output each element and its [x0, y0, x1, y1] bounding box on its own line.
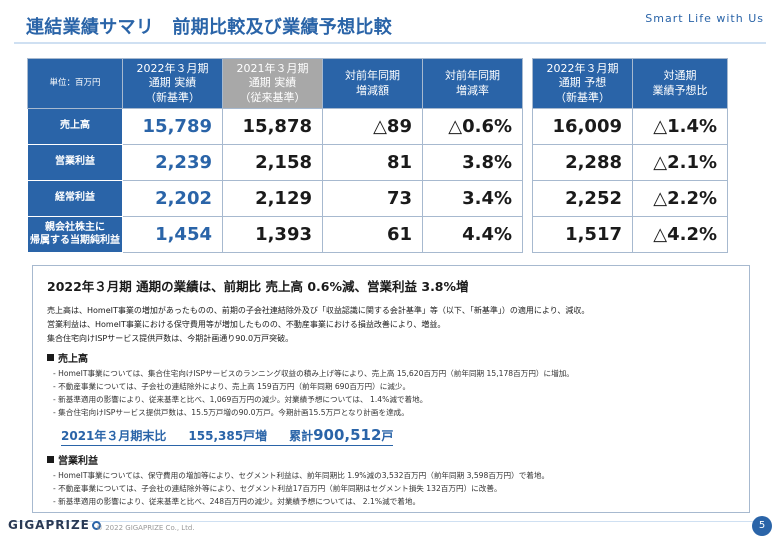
intro-line: 集合住宅向けISPサービス提供戸数は、今期計画通り90.0万戸突破。	[47, 334, 294, 343]
company-tagline: Smart Life with Us	[645, 12, 764, 25]
table-cell: 61	[322, 216, 423, 253]
table-cell: △4.2%	[632, 216, 728, 253]
operating-profit-section-heading: 営業利益	[47, 452, 735, 467]
row-label-ordinary-profit: 経常利益	[27, 180, 123, 217]
column-header-yoy-change: 対前年同期 増減額	[322, 58, 423, 109]
sales-heading-text: 売上高	[58, 354, 88, 365]
table-cell: 2,129	[222, 180, 323, 217]
column-gap	[522, 108, 533, 145]
company-logo: GIGAPRIZE	[8, 518, 101, 532]
table-cell: 2,288	[532, 144, 633, 181]
square-bullet-icon	[47, 354, 54, 361]
table-cell: △0.6%	[422, 108, 523, 145]
highlight-total-label: 累計	[289, 429, 314, 444]
operating-profit-heading-text: 営業利益	[58, 456, 98, 468]
sales-section-heading: 売上高	[47, 350, 735, 365]
table-cell: 1,393	[222, 216, 323, 253]
table-cell: 3.4%	[422, 180, 523, 217]
table-cell: 81	[322, 144, 423, 181]
unit-label: 単位：百万円	[27, 58, 123, 109]
table-cell: 1,454	[122, 216, 223, 253]
column-header-fy2021-actual: 2021年３月期 通期 実績 （従来基準）	[222, 58, 323, 109]
commentary-intro: 売上高は、HomeIT事業の増加があったものの、前期の子会社連結除外及び「収益認…	[47, 304, 735, 346]
highlight-increase: 155,385戸増	[188, 429, 268, 444]
table-cell: 73	[322, 180, 423, 217]
intro-line: 売上高は、HomeIT事業の増加があったものの、前期の子会社連結除外及び「収益認…	[47, 306, 590, 315]
footer-divider	[14, 521, 766, 522]
highlight-total-value: 900,512	[313, 426, 382, 445]
table-cell: 2,252	[532, 180, 633, 217]
row-label-net-income: 親会社株主に 帰属する当期純利益	[27, 216, 123, 253]
table-row: 営業利益 2,239 2,158 81 3.8% 2,288 △2.1%	[27, 144, 728, 181]
table-cell: 3.8%	[422, 144, 523, 181]
highlight-total-unit: 戸	[381, 429, 394, 444]
logo-ring-icon	[91, 521, 101, 530]
sales-bullet-list: HomeIT事業については、集合住宅向けISPサービスのランニング収益の積み上げ…	[47, 367, 735, 419]
performance-table: 単位：百万円 2022年３月期 通期 実績 （新基準） 2021年３月期 通期 …	[27, 58, 728, 253]
column-gap	[522, 216, 533, 253]
column-header-yoy-rate: 対前年同期 増減率	[422, 58, 523, 109]
subscriber-highlight: 2021年３月期末比 155,385戸増 累計900,512戸	[61, 425, 394, 447]
table-cell: △1.4%	[632, 108, 728, 145]
column-gap	[522, 180, 533, 217]
row-label-operating-profit: 営業利益	[27, 144, 123, 181]
table-cell: 2,239	[122, 144, 223, 181]
column-gap	[522, 144, 533, 181]
table-cell: 2,158	[222, 144, 323, 181]
table-cell: △89	[322, 108, 423, 145]
commentary-headline: 2022年３月期 通期の業績は、前期比 売上高 0.6%減、営業利益 3.8%増	[47, 279, 469, 294]
operating-profit-bullet-list: HomeIT事業については、保守費用の増加等により、セグメント利益は、前年同期比…	[47, 469, 735, 508]
highlight-period: 2021年３月期末比	[61, 429, 167, 444]
table-row: 売上高 15,789 15,878 △89 △0.6% 16,009 △1.4%	[27, 108, 728, 145]
list-item: HomeIT事業については、保守費用の増加等により、セグメント利益は、前年同期比…	[53, 469, 735, 482]
commentary-panel: 2022年３月期 通期の業績は、前期比 売上高 0.6%減、営業利益 3.8%増…	[32, 265, 750, 513]
column-header-fy2022-actual: 2022年３月期 通期 実績 （新基準）	[122, 58, 223, 109]
list-item: 新基準適用の影響により、従来基準と比べ、248百万円の減少。対業績予想については…	[53, 495, 735, 508]
table-cell: △2.2%	[632, 180, 728, 217]
page-number: 5	[752, 516, 772, 536]
table-cell: 4.4%	[422, 216, 523, 253]
column-gap	[522, 58, 533, 109]
table-row: 経常利益 2,202 2,129 73 3.4% 2,252 △2.2%	[27, 180, 728, 217]
list-item: 集合住宅向けISPサービス提供戸数は、15.5万戸増の90.0万戸。今期計画15…	[53, 406, 735, 419]
table-cell: 15,789	[122, 108, 223, 145]
title-divider	[14, 42, 766, 44]
column-header-vs-forecast: 対通期 業績予想比	[632, 58, 728, 109]
table-cell: 1,517	[532, 216, 633, 253]
list-item: HomeIT事業については、集合住宅向けISPサービスのランニング収益の積み上げ…	[53, 367, 735, 380]
page-title: 連結業績サマリ 前期比較及び業績予想比較	[26, 17, 392, 38]
table-cell: 2,202	[122, 180, 223, 217]
list-item: 不動産事業については、子会社の連結除外等により、セグメント利益17百万円（前年同…	[53, 482, 735, 495]
table-row: 親会社株主に 帰属する当期純利益 1,454 1,393 61 4.4% 1,5…	[27, 216, 728, 253]
table-cell: 16,009	[532, 108, 633, 145]
logo-text: GIGAPRIZE	[8, 518, 90, 532]
row-label-sales: 売上高	[27, 108, 123, 145]
table-cell: 15,878	[222, 108, 323, 145]
list-item: 不動産事業については、子会社の連結除外により、売上高 159百万円（前年同期 6…	[53, 380, 735, 393]
table-cell: △2.1%	[632, 144, 728, 181]
column-header-fy2022-forecast: 2022年３月期 通期 予想 （新基準）	[532, 58, 633, 109]
intro-line: 営業利益は、HomeIT事業における保守費用等が増加したものの、不動産事業におけ…	[47, 320, 446, 329]
list-item: 新基準適用の影響により、従来基準と比べ、1,069百万円の減少。対業績予想につい…	[53, 393, 735, 406]
square-bullet-icon	[47, 456, 54, 464]
copyright-text: © 2022 GIGAPRIZE Co., Ltd.	[96, 524, 195, 532]
table-header-row: 単位：百万円 2022年３月期 通期 実績 （新基準） 2021年３月期 通期 …	[27, 58, 728, 109]
